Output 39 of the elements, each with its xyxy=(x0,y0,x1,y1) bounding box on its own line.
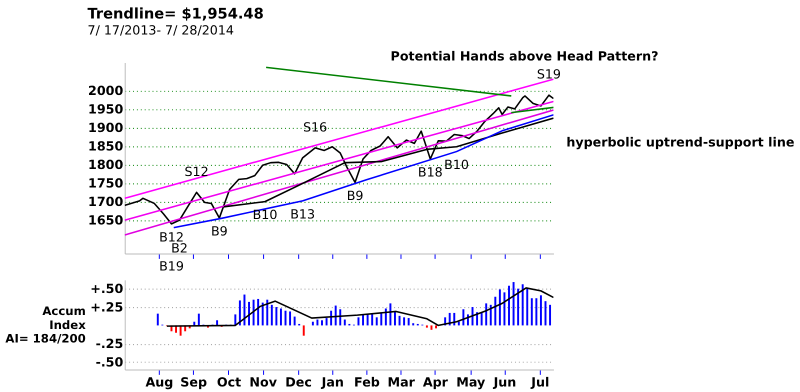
x-tick-label: May xyxy=(456,374,486,390)
y-tick-label: +.25 xyxy=(90,299,124,314)
y-tick-label: 1800 xyxy=(88,156,124,172)
annotation: S19 xyxy=(536,66,561,82)
chart-subtitle: 7/ 17/2013- 7/ 28/2014 xyxy=(88,22,234,38)
x-tick-label: Oct xyxy=(216,374,242,390)
x-tick-label: Dec xyxy=(285,374,312,390)
annotation: S16 xyxy=(303,119,328,134)
annotation: S12 xyxy=(184,164,209,179)
x-tick-label: Nov xyxy=(249,374,278,390)
annotation: B13 xyxy=(290,206,316,222)
y-tick-label: 2000 xyxy=(88,82,124,98)
y-tick-label: -.25 xyxy=(96,336,124,352)
x-tick-label: Jun xyxy=(492,374,516,390)
y-tick-label: 1900 xyxy=(88,120,124,135)
y-tick-label: 1750 xyxy=(88,175,124,190)
y-tick-label: 1650 xyxy=(88,212,124,228)
annotation: Potential Hands above Head Pattern? xyxy=(390,48,658,64)
y-tick-label: 1950 xyxy=(88,101,124,116)
x-tick-label: Aug xyxy=(145,374,174,390)
y-axis-title: Accum Index AI= 184/200 xyxy=(5,304,86,346)
y-tick-label: 1700 xyxy=(88,194,124,210)
annotation: B19 xyxy=(159,258,184,274)
chart-title: Trendline= $1,954.48 xyxy=(88,6,264,23)
x-tick-label: Apr xyxy=(422,374,449,390)
annotation: B18 xyxy=(418,164,443,180)
annotation: B10 xyxy=(444,157,469,172)
x-tick-label: Mar xyxy=(387,374,416,390)
x-tick-label: Jan xyxy=(320,374,344,390)
x-tick-label: Jul xyxy=(530,374,550,390)
annotation: B10 xyxy=(252,207,278,222)
y-tick-label: 1850 xyxy=(88,138,124,154)
annotation: B9 xyxy=(210,223,228,238)
y-tick-label: -.50 xyxy=(96,354,124,370)
text: hyperbolic uptrend-support line xyxy=(566,134,794,150)
x-tick-label: Sep xyxy=(180,374,208,390)
y-tick-label: +.50 xyxy=(90,281,124,296)
annotation: B9 xyxy=(346,188,364,203)
x-tick-label: Feb xyxy=(354,374,380,390)
